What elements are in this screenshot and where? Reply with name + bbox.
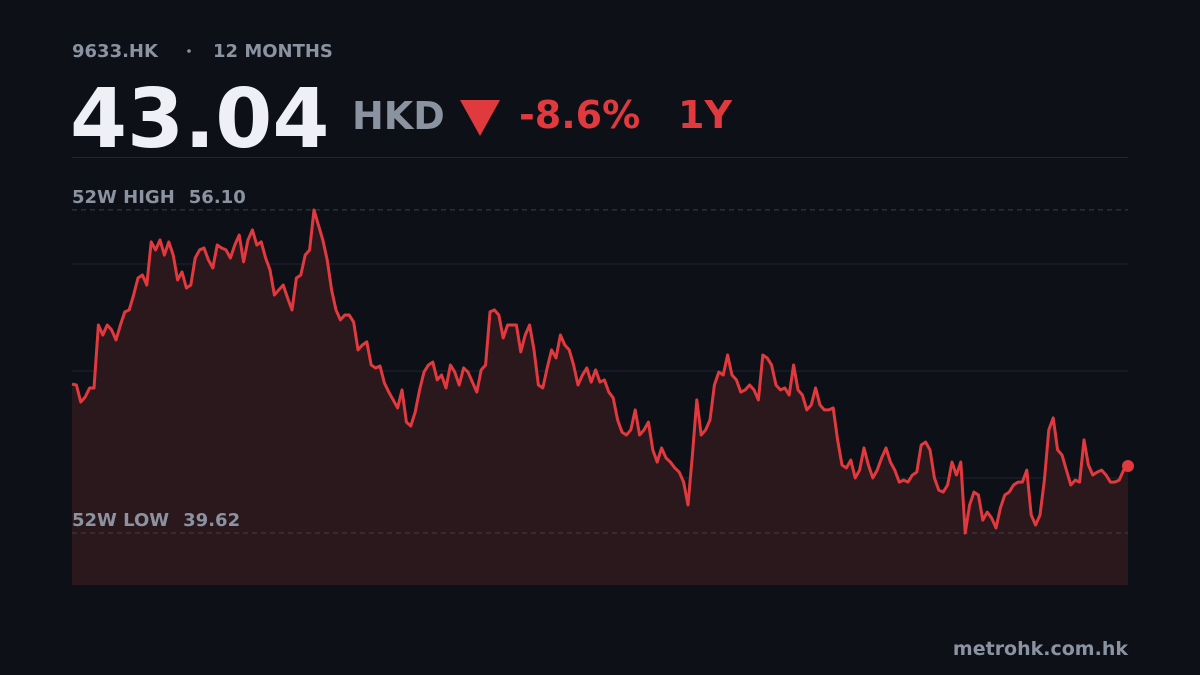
reference-label: 52W LOW 39.62 <box>72 510 240 531</box>
price: 43.04 <box>70 72 329 167</box>
separator-dot <box>187 49 191 53</box>
currency: HKD <box>352 94 445 138</box>
period: 12 MONTHS <box>213 41 333 62</box>
reference-name: 52W LOW <box>72 510 169 531</box>
reference-value: 39.62 <box>183 510 240 531</box>
price-line <box>71 208 1130 535</box>
down-arrow <box>460 100 500 136</box>
range: 1Y <box>678 93 732 137</box>
change: -8.6% <box>519 93 640 137</box>
reference-value: 56.10 <box>189 187 246 208</box>
reference-label: 52W HIGH 56.10 <box>72 187 246 208</box>
reference-name: 52W HIGH <box>72 187 175 208</box>
plot: 52W HIGH 56.10 52W LOW 39.62 <box>71 187 1134 585</box>
ticker: 9633.HK <box>72 41 159 62</box>
last-point <box>1122 459 1134 472</box>
footer: metrohk.com.hk <box>953 638 1128 660</box>
area <box>72 209 1128 585</box>
